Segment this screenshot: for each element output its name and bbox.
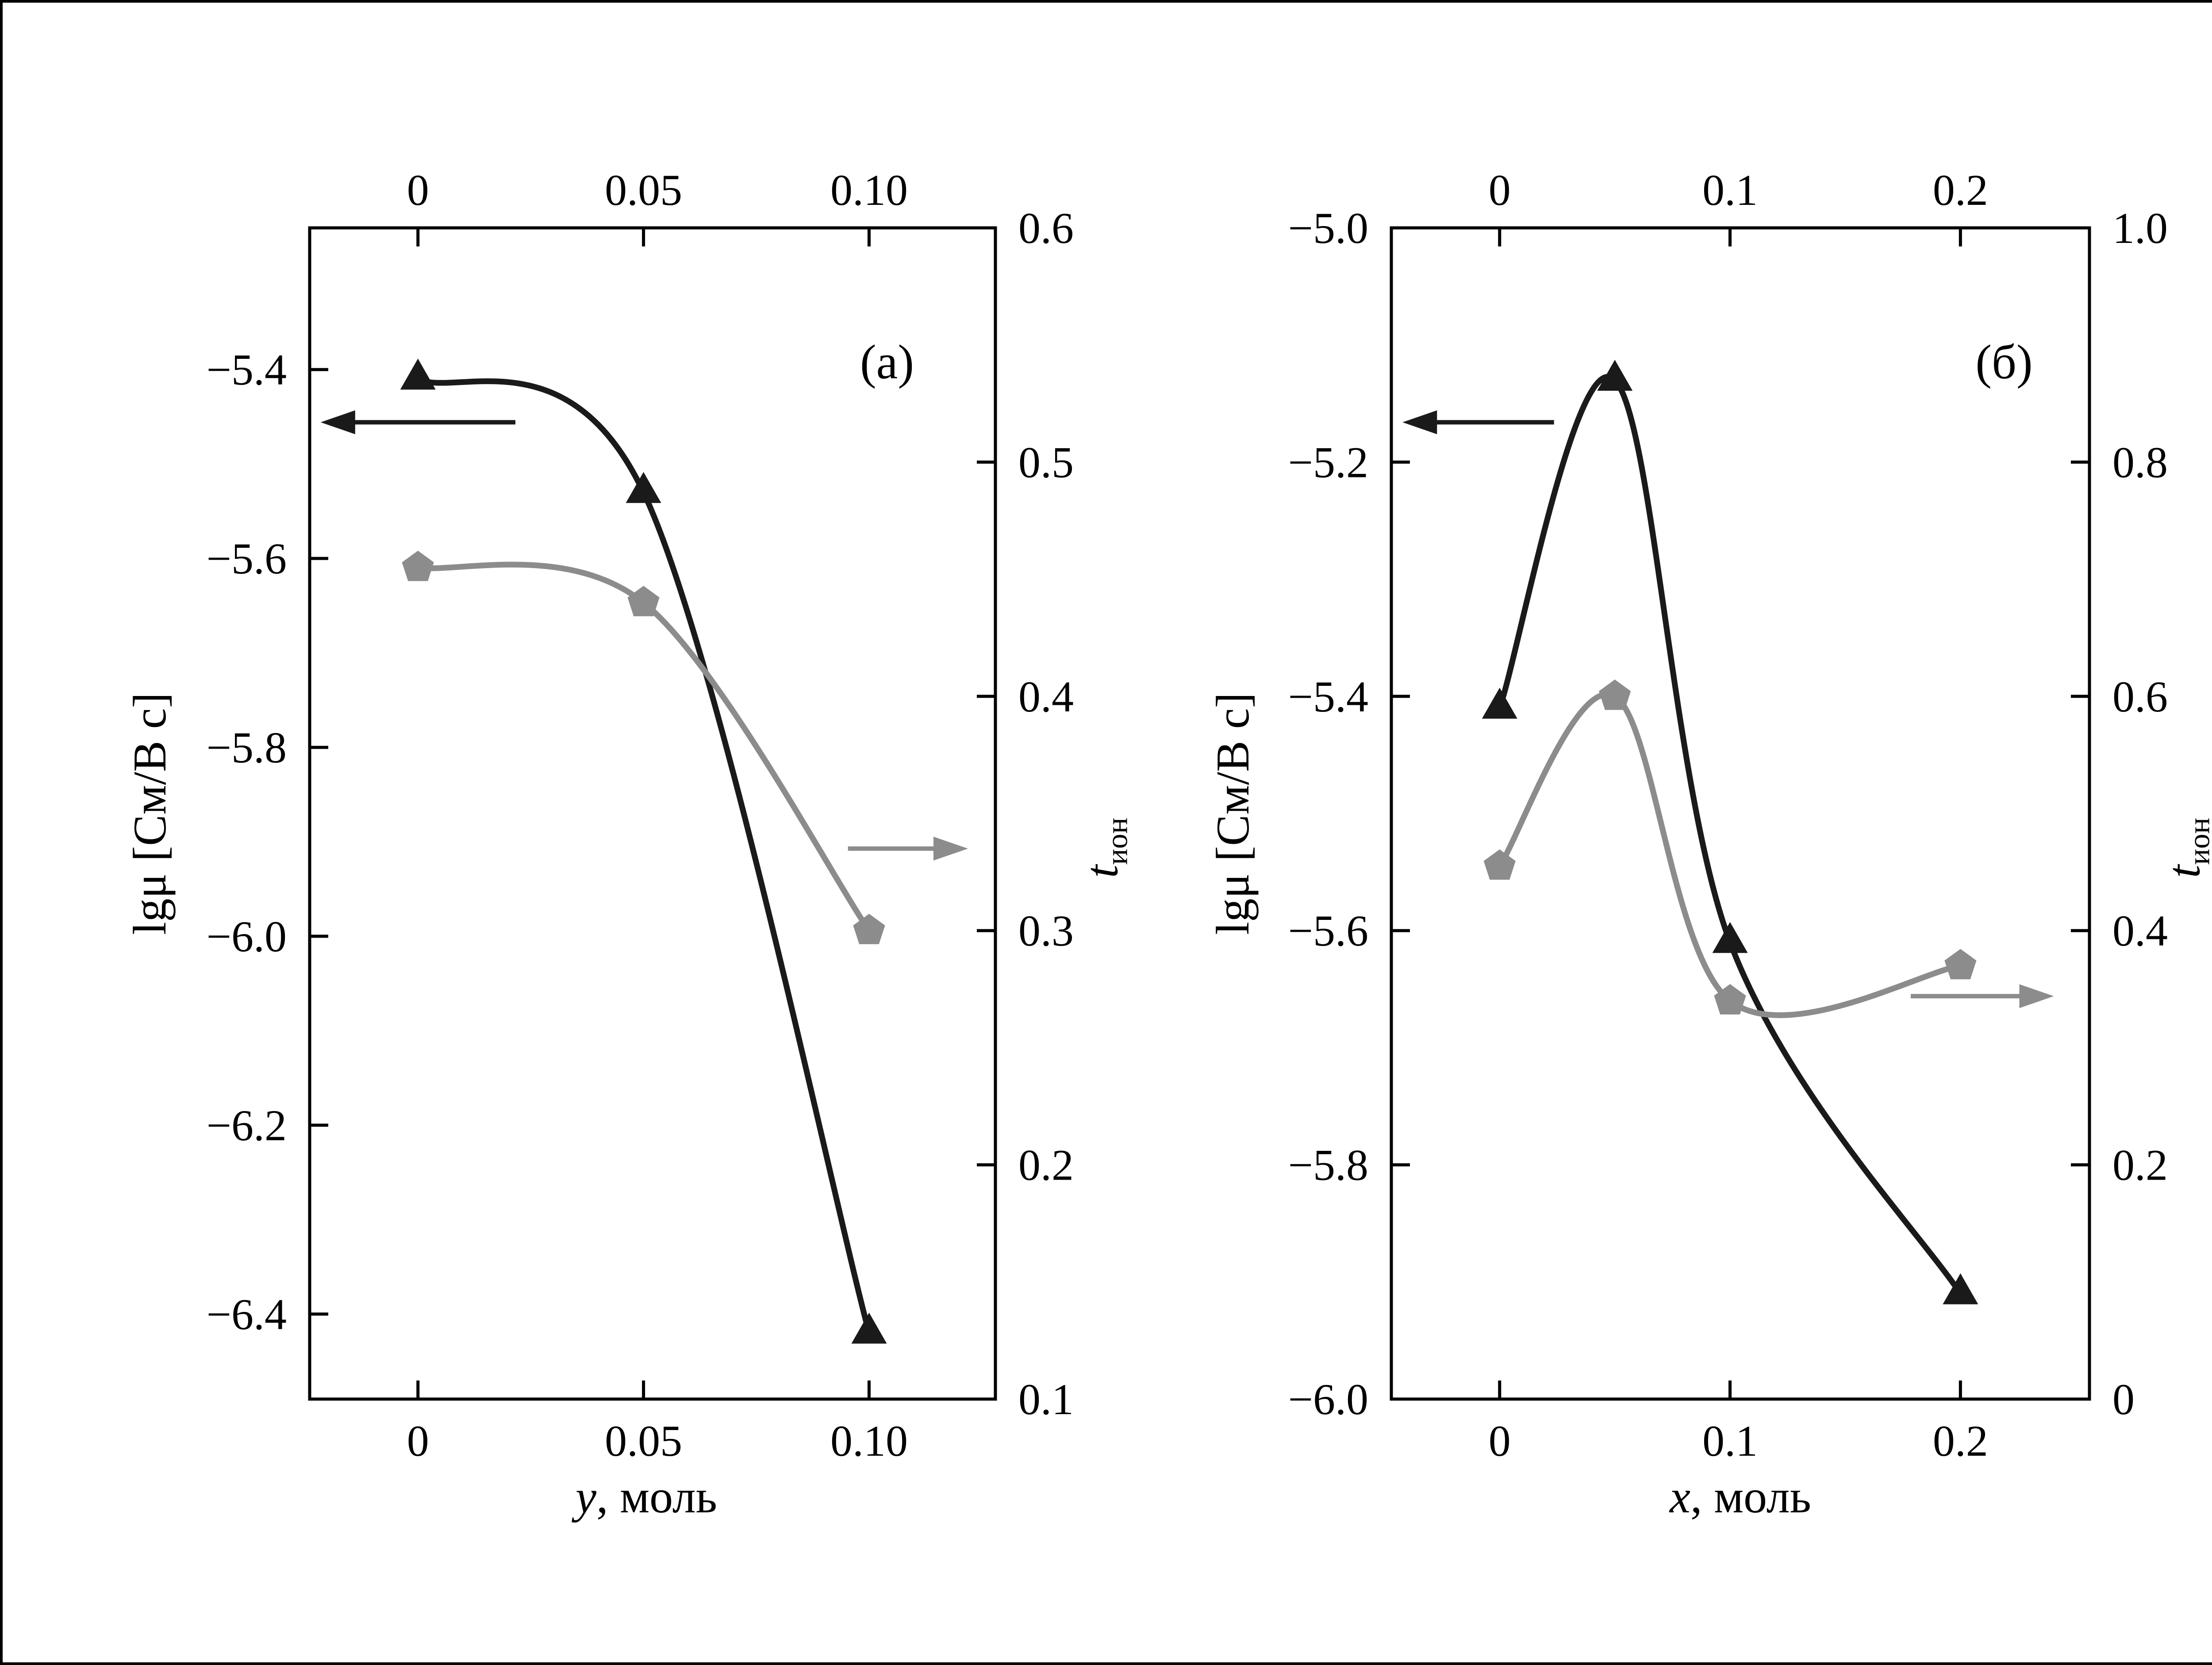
x-tick-label-bottom: 0.1 — [1702, 1416, 1758, 1465]
t-ion-vs-x-marker — [1483, 849, 1516, 880]
panel-a-label: (а) — [860, 335, 914, 389]
lg-mu-vs-y-marker — [851, 1312, 887, 1344]
left-axis-arrow-head — [1402, 410, 1437, 435]
y-left-tick-label: −5.2 — [1288, 438, 1368, 487]
lg-mu-vs-y-marker — [626, 472, 661, 503]
y-left-tick-label: −6.2 — [207, 1101, 287, 1150]
panel-a-yright-axis-sub: ион — [1100, 817, 1134, 865]
panel-a-x-axis-var: y — [576, 1471, 597, 1523]
x-tick-label-top: 0.1 — [1702, 165, 1758, 215]
x-tick-label-top: 0 — [407, 165, 429, 215]
panel-b-x-axis-rest: , моль — [1690, 1471, 1811, 1523]
t-ion-vs-y-marker — [402, 550, 434, 581]
y-right-tick-label: 0.6 — [1018, 204, 1074, 253]
panel-a-yleft-axis-title-text: lgμ [См/В с] — [124, 692, 176, 935]
right-axis-arrow-head — [933, 836, 968, 861]
x-tick-label-bottom: 0.10 — [830, 1416, 908, 1465]
y-left-tick-label: −5.6 — [1288, 906, 1368, 955]
y-right-tick-label: 0.1 — [1018, 1375, 1074, 1424]
y-left-tick-label: −6.4 — [207, 1290, 287, 1339]
panel-b-label: (б) — [1975, 335, 2033, 389]
y-left-tick-label: −5.4 — [1288, 672, 1368, 721]
lg-mu-vs-x-marker — [1943, 1273, 1978, 1304]
plot-frame — [1390, 226, 2091, 1401]
y-left-tick-label: −5.6 — [207, 534, 287, 583]
panel-a-x-axis-title: y, моль — [576, 1473, 717, 1520]
t-ion-vs-x-marker — [1714, 984, 1746, 1015]
x-tick-label-top: 0 — [1489, 165, 1511, 215]
x-tick-label-bottom: 0.2 — [1933, 1416, 1988, 1465]
panel-b-yright-axis-title: tион — [2158, 817, 2212, 878]
panel-b-yleft-axis-title-text: lgμ [См/В с] — [1207, 692, 1259, 935]
panel-a-yright-axis-title: tион — [1075, 817, 1134, 878]
plot-frame — [308, 226, 997, 1401]
y-left-tick-label: −5.0 — [1288, 204, 1368, 253]
y-right-tick-label: 1.0 — [2112, 204, 2168, 253]
y-right-tick-label: 0.8 — [2112, 438, 2168, 487]
panel-b-yleft-axis-title: lgμ [См/В с] — [1207, 692, 1259, 935]
t-ion-vs-x-curve — [1497, 691, 1963, 1018]
y-right-tick-label: 0.3 — [1018, 906, 1074, 955]
lg-mu-vs-x-marker — [1597, 360, 1633, 391]
x-tick-label-bottom: 0 — [407, 1416, 429, 1465]
x-tick-label-top: 0.2 — [1933, 165, 1988, 215]
left-axis-arrow-head — [320, 410, 355, 435]
lg-mu-vs-x-marker — [1712, 922, 1748, 953]
t-ion-vs-x-marker — [1944, 949, 1977, 980]
x-tick-label-top: 0.10 — [830, 165, 908, 215]
charts-svg: 000.050.050.100.10−5.4−5.6−5.8−6.0−6.2−6… — [207, 165, 2168, 1465]
t-ion-vs-y-curve — [415, 561, 872, 934]
y-left-tick-label: −6.0 — [1288, 1375, 1368, 1424]
y-right-tick-label: 0.5 — [1018, 438, 1074, 487]
panel-a-yright-axis-var: t — [1075, 865, 1128, 878]
y-right-tick-label: 0.2 — [1018, 1141, 1074, 1190]
y-right-tick-label: 0 — [2112, 1375, 2135, 1424]
panel-a-yleft-axis-title: lgμ [См/В с] — [124, 692, 176, 935]
lg-mu-vs-x-curve — [1497, 374, 1963, 1297]
x-tick-label-bottom: 0 — [1489, 1416, 1511, 1465]
y-left-tick-label: −6.0 — [207, 912, 287, 961]
lg-mu-vs-y-curve — [415, 376, 872, 1336]
y-left-tick-label: −5.8 — [1288, 1141, 1368, 1190]
lg-mu-vs-x-marker — [1482, 688, 1517, 719]
y-right-tick-label: 0.4 — [2112, 906, 2168, 955]
right-axis-arrow-head — [2019, 984, 2054, 1008]
panel-b-x-axis-title: x, моль — [1670, 1473, 1811, 1520]
panel-b-yright-axis-var: t — [2158, 865, 2210, 878]
panel-b-x-axis-var: x — [1670, 1471, 1691, 1523]
lg-mu-vs-y-marker — [400, 358, 436, 390]
y-left-tick-label: −5.8 — [207, 723, 287, 772]
y-right-tick-label: 0.6 — [2112, 672, 2168, 721]
x-tick-label-top: 0.05 — [605, 165, 682, 215]
y-right-tick-label: 0.4 — [1018, 672, 1074, 721]
y-left-tick-label: −5.4 — [207, 345, 287, 394]
x-tick-label-bottom: 0.05 — [605, 1416, 682, 1465]
t-ion-vs-x-marker — [1599, 679, 1631, 710]
t-ion-vs-y-marker — [627, 586, 660, 616]
y-right-tick-label: 0.2 — [2112, 1141, 2168, 1190]
panel-b-yright-axis-sub: ион — [2182, 817, 2212, 865]
panel-a-x-axis-rest: , моль — [596, 1471, 717, 1523]
t-ion-vs-y-marker — [853, 914, 885, 944]
